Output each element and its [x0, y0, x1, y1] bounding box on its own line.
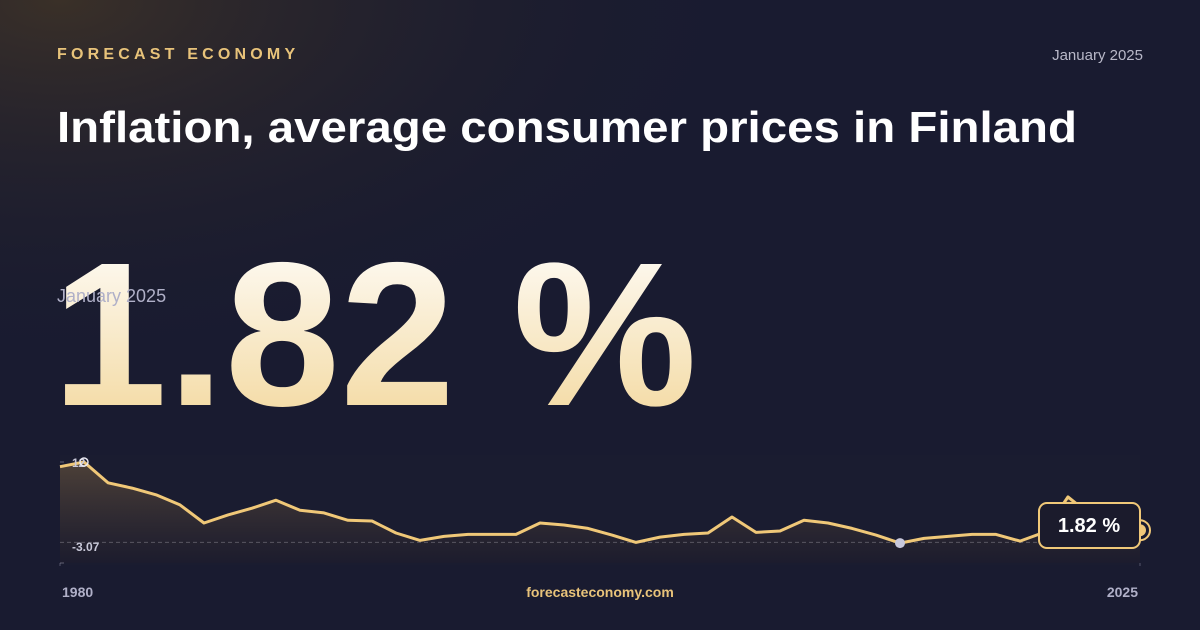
max-point	[79, 457, 89, 467]
brand: FORECAST ECONOMY	[57, 46, 299, 63]
headline-date: January 2025	[57, 286, 166, 306]
title: Inflation, average consumer prices in Fi…	[57, 103, 1077, 152]
headline-value: 1.82 %	[52, 220, 697, 449]
x-tick-label: 2025	[1107, 584, 1138, 600]
min-point	[895, 538, 905, 549]
x-tick-label: 1980	[62, 584, 93, 600]
line	[59, 460, 1141, 545]
area	[60, 462, 1140, 563]
y-tick-label: 12	[72, 456, 86, 470]
value-badge-label: 1.82 %	[1058, 515, 1120, 537]
y-tick-label: -3.07	[72, 540, 100, 554]
footer: forecasteconomy.com	[526, 584, 674, 600]
value-badge	[1038, 502, 1141, 549]
date: January 2025	[1052, 47, 1143, 64]
